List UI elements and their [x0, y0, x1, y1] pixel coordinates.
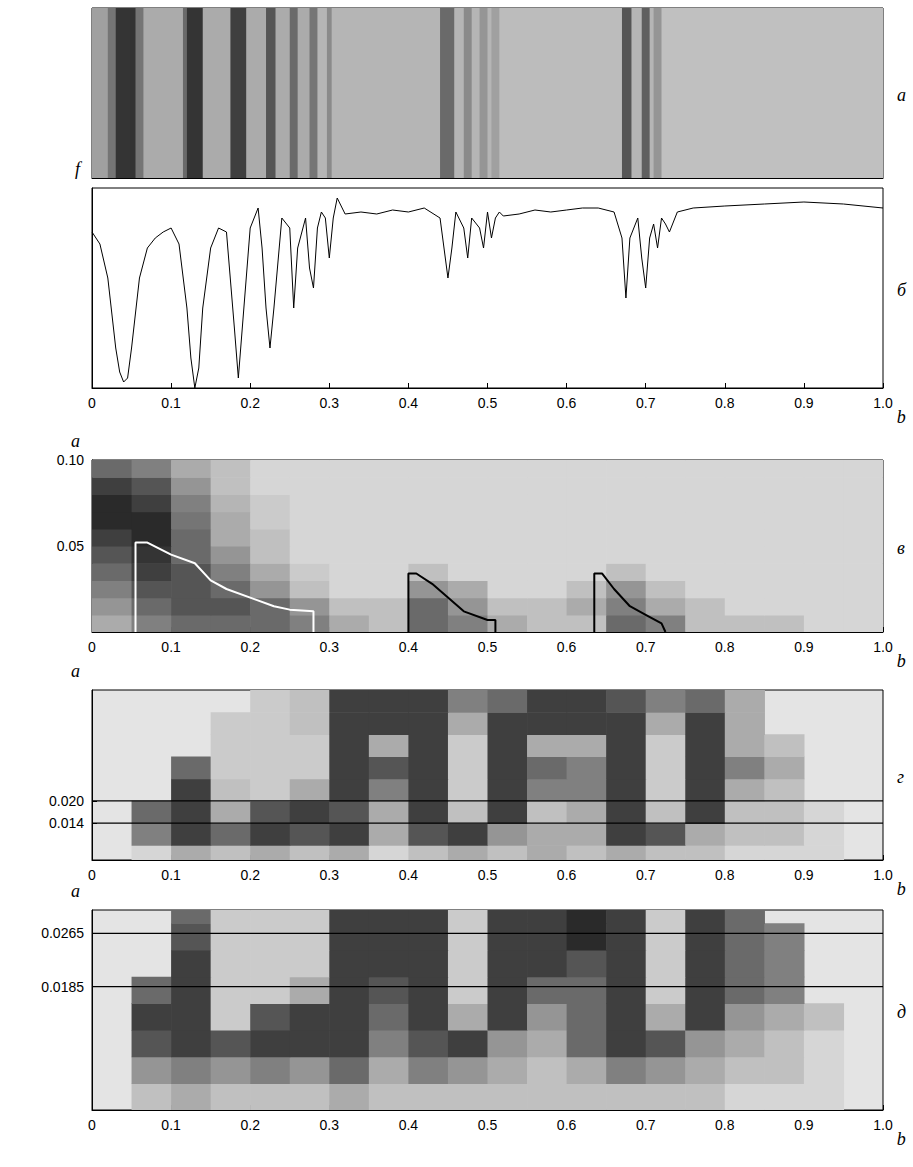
svg-text:1.0: 1.0	[873, 867, 893, 883]
svg-text:0.2: 0.2	[240, 867, 260, 883]
svg-text:0.6: 0.6	[557, 1117, 577, 1133]
svg-text:0.7: 0.7	[636, 1117, 656, 1133]
svg-text:0.5: 0.5	[478, 867, 498, 883]
svg-text:0.4: 0.4	[399, 1117, 419, 1133]
svg-text:b: b	[897, 879, 906, 899]
svg-text:0.3: 0.3	[320, 639, 340, 655]
svg-text:0: 0	[88, 1117, 96, 1133]
svg-text:0.0185: 0.0185	[41, 979, 84, 995]
svg-text:a: a	[71, 431, 80, 451]
svg-text:0.014: 0.014	[49, 815, 84, 831]
svg-text:0.9: 0.9	[794, 639, 814, 655]
svg-text:0.2: 0.2	[240, 639, 260, 655]
svg-text:0.5: 0.5	[478, 395, 498, 411]
svg-text:0.0265: 0.0265	[41, 925, 84, 941]
svg-text:0.7: 0.7	[636, 867, 656, 883]
svg-text:0.1: 0.1	[161, 395, 181, 411]
svg-text:b: b	[897, 407, 906, 427]
svg-text:0.2: 0.2	[240, 395, 260, 411]
svg-text:0.10: 0.10	[57, 452, 84, 468]
svg-text:0.1: 0.1	[161, 1117, 181, 1133]
svg-text:a: a	[71, 661, 80, 681]
svg-text:0: 0	[88, 867, 96, 883]
svg-text:0.4: 0.4	[399, 395, 419, 411]
svg-text:б: б	[897, 280, 907, 300]
svg-text:0.1: 0.1	[161, 867, 181, 883]
svg-text:b: b	[897, 1129, 906, 1149]
svg-text:1.0: 1.0	[873, 395, 893, 411]
svg-text:0.9: 0.9	[794, 867, 814, 883]
svg-text:b: b	[897, 651, 906, 671]
svg-text:0.6: 0.6	[557, 639, 577, 655]
svg-text:0.7: 0.7	[636, 639, 656, 655]
svg-text:0: 0	[88, 639, 96, 655]
svg-text:0: 0	[88, 395, 96, 411]
svg-text:f: f	[75, 159, 83, 179]
svg-text:0.3: 0.3	[320, 867, 340, 883]
svg-text:0.020: 0.020	[49, 793, 84, 809]
svg-text:в: в	[897, 538, 905, 558]
svg-text:0.5: 0.5	[478, 1117, 498, 1133]
svg-text:0.2: 0.2	[240, 1117, 260, 1133]
svg-text:0.05: 0.05	[57, 538, 84, 554]
svg-text:a: a	[71, 881, 80, 901]
svg-text:0.4: 0.4	[399, 867, 419, 883]
svg-text:1.0: 1.0	[873, 639, 893, 655]
svg-text:0.6: 0.6	[557, 395, 577, 411]
svg-text:г: г	[897, 767, 904, 787]
svg-text:0.8: 0.8	[715, 867, 735, 883]
svg-text:0.4: 0.4	[399, 639, 419, 655]
svg-text:а: а	[897, 85, 906, 105]
svg-text:0.3: 0.3	[320, 395, 340, 411]
svg-text:0.9: 0.9	[794, 395, 814, 411]
svg-text:0.1: 0.1	[161, 639, 181, 655]
svg-text:0.5: 0.5	[478, 639, 498, 655]
svg-text:0.8: 0.8	[715, 639, 735, 655]
svg-text:1.0: 1.0	[873, 1117, 893, 1133]
svg-text:0.3: 0.3	[320, 1117, 340, 1133]
svg-text:0.8: 0.8	[715, 395, 735, 411]
svg-text:0.6: 0.6	[557, 867, 577, 883]
svg-text:0.8: 0.8	[715, 1117, 735, 1133]
svg-text:0.7: 0.7	[636, 395, 656, 411]
svg-text:д: д	[897, 1002, 906, 1022]
svg-text:0.9: 0.9	[794, 1117, 814, 1133]
